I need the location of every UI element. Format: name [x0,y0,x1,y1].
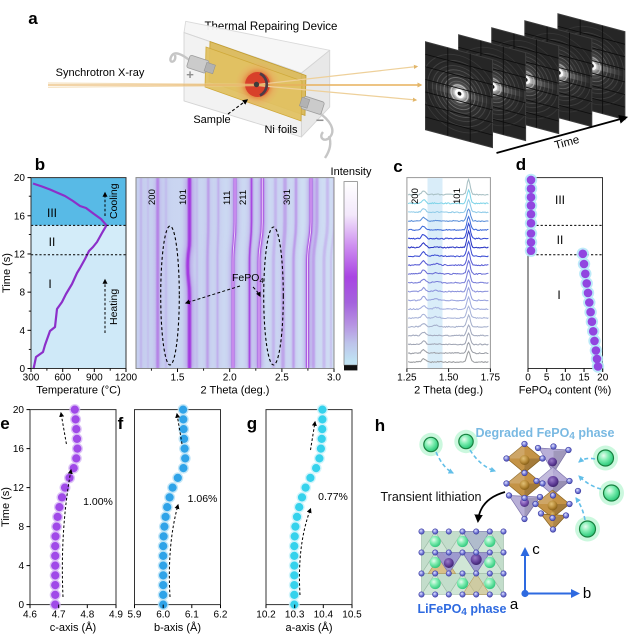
svg-text:Sample: Sample [193,114,230,126]
svg-text:Cooling: Cooling [108,183,120,219]
svg-text:d: d [516,155,526,174]
svg-text:5: 5 [544,373,550,384]
svg-text:III: III [555,193,565,207]
svg-text:b: b [35,155,45,174]
svg-text:16: 16 [13,444,25,455]
svg-text:1.75: 1.75 [481,373,501,384]
svg-text:8: 8 [18,522,24,533]
svg-text:c: c [393,157,402,176]
svg-text:600: 600 [54,373,71,384]
svg-text:200: 200 [147,189,158,205]
svg-text:0.77%: 0.77% [318,491,348,503]
svg-text:8: 8 [19,288,25,299]
svg-text:1.5: 1.5 [171,373,185,384]
svg-text:1.50: 1.50 [439,373,459,384]
svg-text:10.3: 10.3 [285,610,305,621]
svg-text:301: 301 [282,189,293,205]
svg-text:b-axis (Å): b-axis (Å) [154,621,201,634]
svg-text:f: f [118,414,124,433]
svg-text:20: 20 [597,373,609,384]
svg-text:5.9: 5.9 [128,610,142,621]
svg-text:Transient lithiation: Transient lithiation [381,490,482,504]
svg-text:20: 20 [13,405,25,416]
svg-text:4.9: 4.9 [109,610,123,621]
svg-text:20: 20 [14,173,26,184]
svg-text:Time (s): Time (s) [0,487,12,527]
svg-text:16: 16 [14,211,26,222]
svg-text:Degraded FePO4 phase: Degraded FePO4 phase [476,426,615,442]
svg-text:II: II [49,235,56,249]
svg-text:III: III [47,206,57,220]
svg-text:12: 12 [13,483,25,494]
svg-text:LiFePO4 phase: LiFePO4 phase [418,602,507,618]
svg-text:a: a [28,9,38,28]
svg-text:1.00%: 1.00% [83,496,113,508]
svg-text:a-axis (Å): a-axis (Å) [285,621,332,634]
svg-text:101: 101 [452,188,463,204]
svg-text:200: 200 [410,188,421,204]
svg-text:+: + [186,67,194,82]
svg-text:c-axis (Å): c-axis (Å) [50,621,96,634]
svg-text:10.4: 10.4 [314,610,334,621]
svg-text:2.0: 2.0 [223,373,237,384]
svg-text:1.06%: 1.06% [188,493,218,505]
svg-text:a: a [510,596,519,613]
svg-text:e: e [0,414,9,433]
svg-text:0: 0 [19,364,25,375]
svg-text:Thermal Repairing Device: Thermal Repairing Device [205,21,338,33]
svg-text:Heating: Heating [108,289,120,325]
svg-text:10: 10 [560,373,572,384]
svg-text:12: 12 [14,249,26,260]
svg-text:6.1: 6.1 [185,610,199,621]
svg-text:1.25: 1.25 [397,373,417,384]
svg-text:10.5: 10.5 [342,610,362,621]
svg-text:6.2: 6.2 [214,610,228,621]
svg-text:111: 111 [222,191,233,205]
svg-text:I: I [557,288,560,302]
svg-text:Synchrotron X-ray: Synchrotron X-ray [56,67,145,79]
svg-text:101: 101 [178,189,189,205]
svg-text:4.8: 4.8 [80,610,94,621]
svg-text:4: 4 [19,326,25,337]
svg-text:h: h [375,416,385,435]
svg-text:6.0: 6.0 [156,610,170,621]
svg-text:2 Theta (deg.): 2 Theta (deg.) [201,385,270,397]
svg-text:3.0: 3.0 [327,373,341,384]
svg-text:−: − [316,112,324,128]
svg-text:Time (s): Time (s) [1,253,13,293]
svg-text:Ni foils: Ni foils [264,124,298,136]
svg-text:0: 0 [525,373,531,384]
svg-text:g: g [247,414,257,433]
svg-text:FePO4: FePO4 [232,272,264,285]
svg-text:Temperature (°C): Temperature (°C) [36,385,120,397]
svg-text:0: 0 [18,600,24,611]
svg-text:1200: 1200 [115,373,138,384]
svg-text:b: b [583,585,591,602]
svg-text:4.6: 4.6 [23,610,37,621]
svg-text:211: 211 [238,190,249,205]
svg-text:10.2: 10.2 [256,610,276,621]
svg-text:FePO4 content (%): FePO4 content (%) [519,385,612,398]
svg-text:15: 15 [578,373,590,384]
svg-text:2 Theta (deg.): 2 Theta (deg.) [414,385,483,397]
svg-text:I: I [48,277,51,291]
svg-text:4: 4 [18,561,24,572]
svg-text:4.7: 4.7 [52,610,66,621]
svg-text:c: c [532,541,540,558]
svg-text:2.5: 2.5 [275,373,289,384]
svg-text:300: 300 [23,373,40,384]
svg-text:900: 900 [86,373,103,384]
svg-text:II: II [557,233,564,247]
svg-text:Intensity: Intensity [331,166,372,178]
